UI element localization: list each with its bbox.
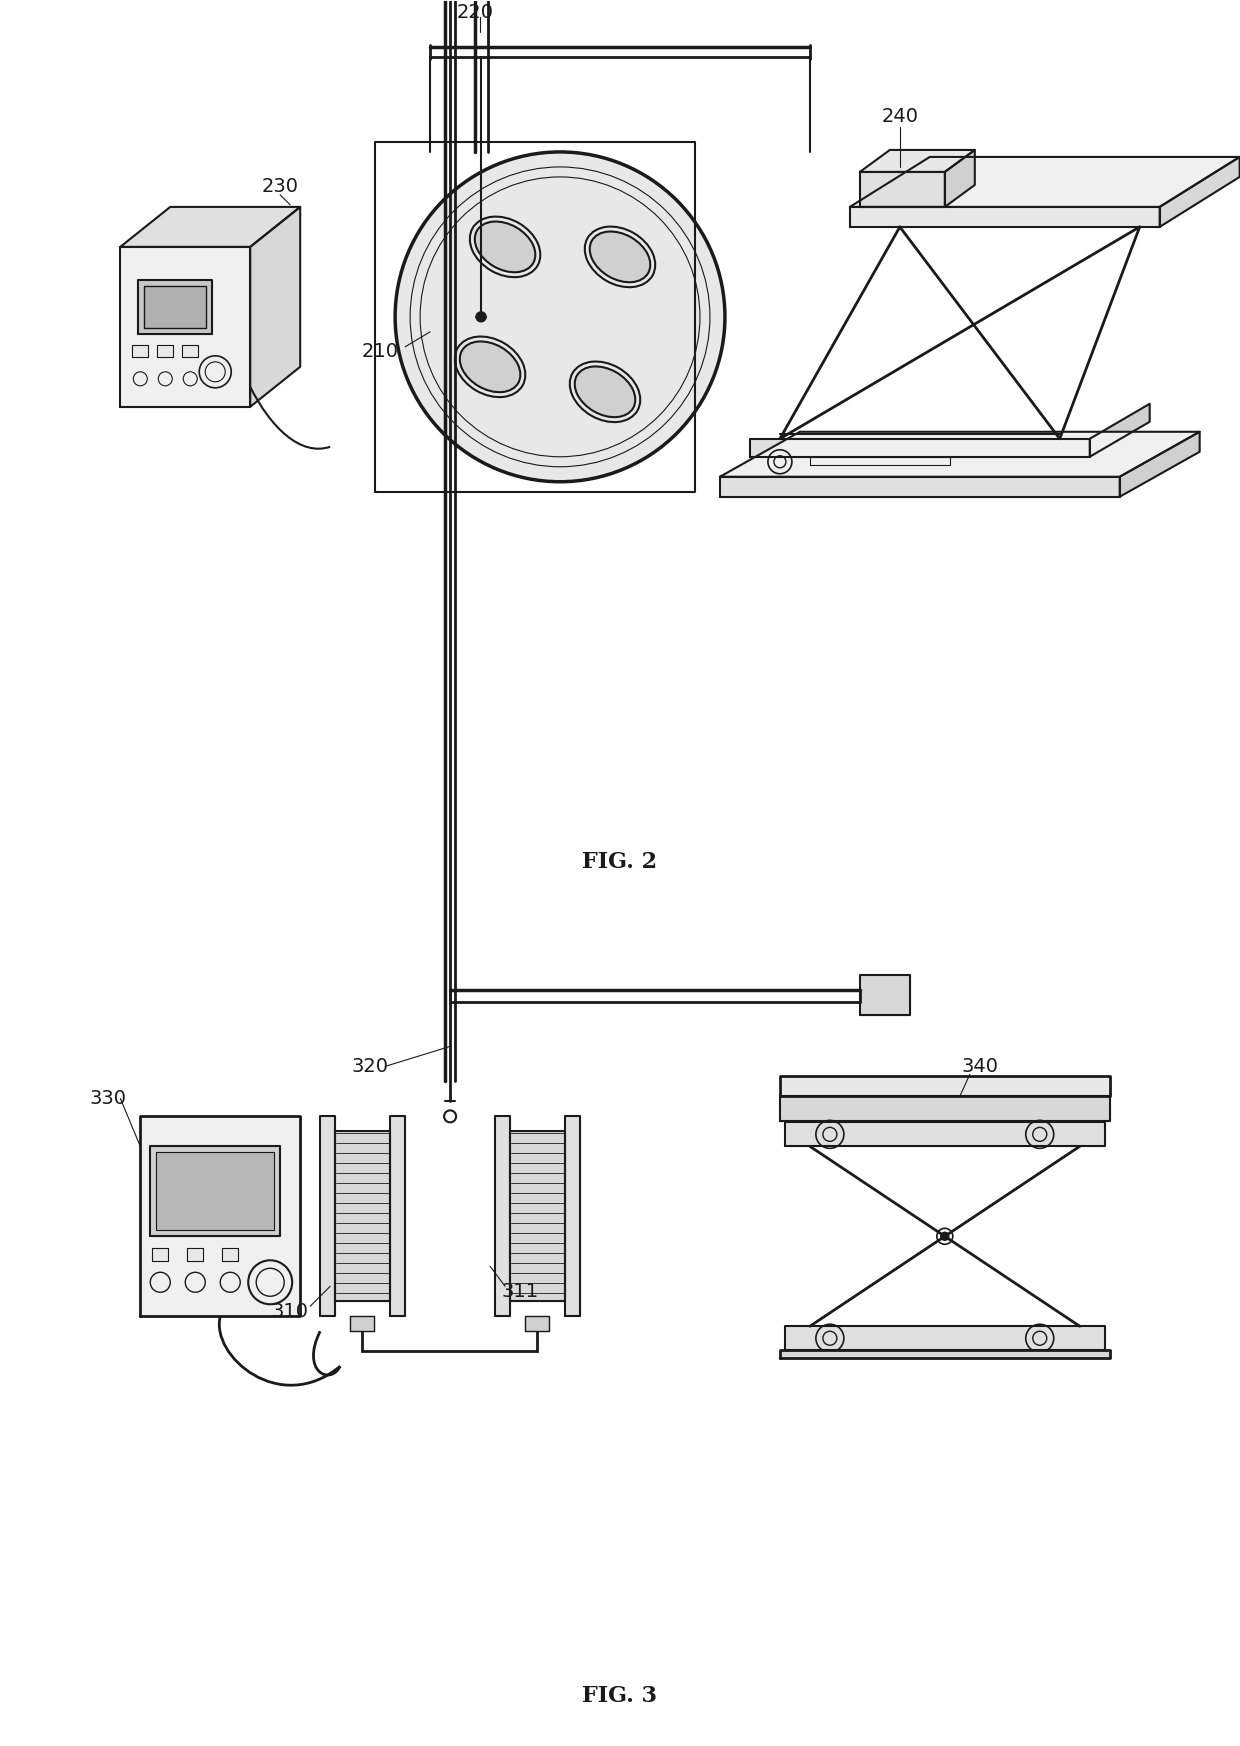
Polygon shape [859,150,975,171]
Polygon shape [525,1316,549,1330]
Polygon shape [565,1116,580,1316]
Circle shape [823,1330,837,1344]
Polygon shape [139,279,212,333]
Circle shape [396,152,725,482]
Polygon shape [182,344,198,356]
Polygon shape [140,1116,300,1316]
Circle shape [257,1268,284,1296]
Polygon shape [785,1123,1105,1147]
Polygon shape [780,1350,1110,1358]
Polygon shape [750,438,1090,457]
Polygon shape [187,1248,203,1261]
Text: 220: 220 [456,2,494,21]
Text: 240: 240 [882,108,919,126]
Polygon shape [133,344,149,356]
Polygon shape [157,344,174,356]
Text: FIG. 2: FIG. 2 [583,850,657,873]
Text: 210: 210 [362,342,398,361]
Text: 310: 310 [272,1303,309,1320]
Text: FIG. 3: FIG. 3 [583,1685,657,1708]
Ellipse shape [475,222,536,272]
Polygon shape [849,208,1159,227]
Polygon shape [495,1116,510,1316]
Polygon shape [785,1327,1105,1350]
Polygon shape [720,477,1120,498]
Polygon shape [780,1096,1110,1121]
Circle shape [941,1233,949,1240]
Polygon shape [350,1316,374,1330]
Polygon shape [222,1248,238,1261]
Text: 230: 230 [262,176,299,196]
Polygon shape [945,150,975,208]
Text: 330: 330 [89,1090,126,1109]
Polygon shape [250,208,300,407]
Ellipse shape [590,232,650,283]
Polygon shape [144,286,206,328]
Text: 340: 340 [961,1056,998,1076]
Polygon shape [120,246,250,407]
Polygon shape [1159,157,1240,227]
Polygon shape [391,1116,405,1316]
Polygon shape [1120,431,1199,498]
Circle shape [1033,1128,1047,1142]
Polygon shape [510,1131,565,1301]
Polygon shape [720,431,1199,477]
Polygon shape [810,457,950,464]
Polygon shape [849,157,1240,208]
Circle shape [823,1128,837,1142]
Polygon shape [153,1248,169,1261]
Polygon shape [156,1152,274,1231]
Circle shape [476,313,486,321]
Polygon shape [320,1116,335,1316]
Polygon shape [1090,403,1149,457]
Polygon shape [859,171,945,208]
Circle shape [1033,1330,1047,1344]
Polygon shape [780,1076,1110,1096]
Ellipse shape [460,342,521,393]
Text: 311: 311 [501,1282,538,1301]
Ellipse shape [574,367,635,417]
Polygon shape [859,976,910,1016]
Polygon shape [150,1147,280,1236]
Polygon shape [335,1131,391,1301]
Polygon shape [120,208,300,246]
Text: 320: 320 [352,1056,388,1076]
